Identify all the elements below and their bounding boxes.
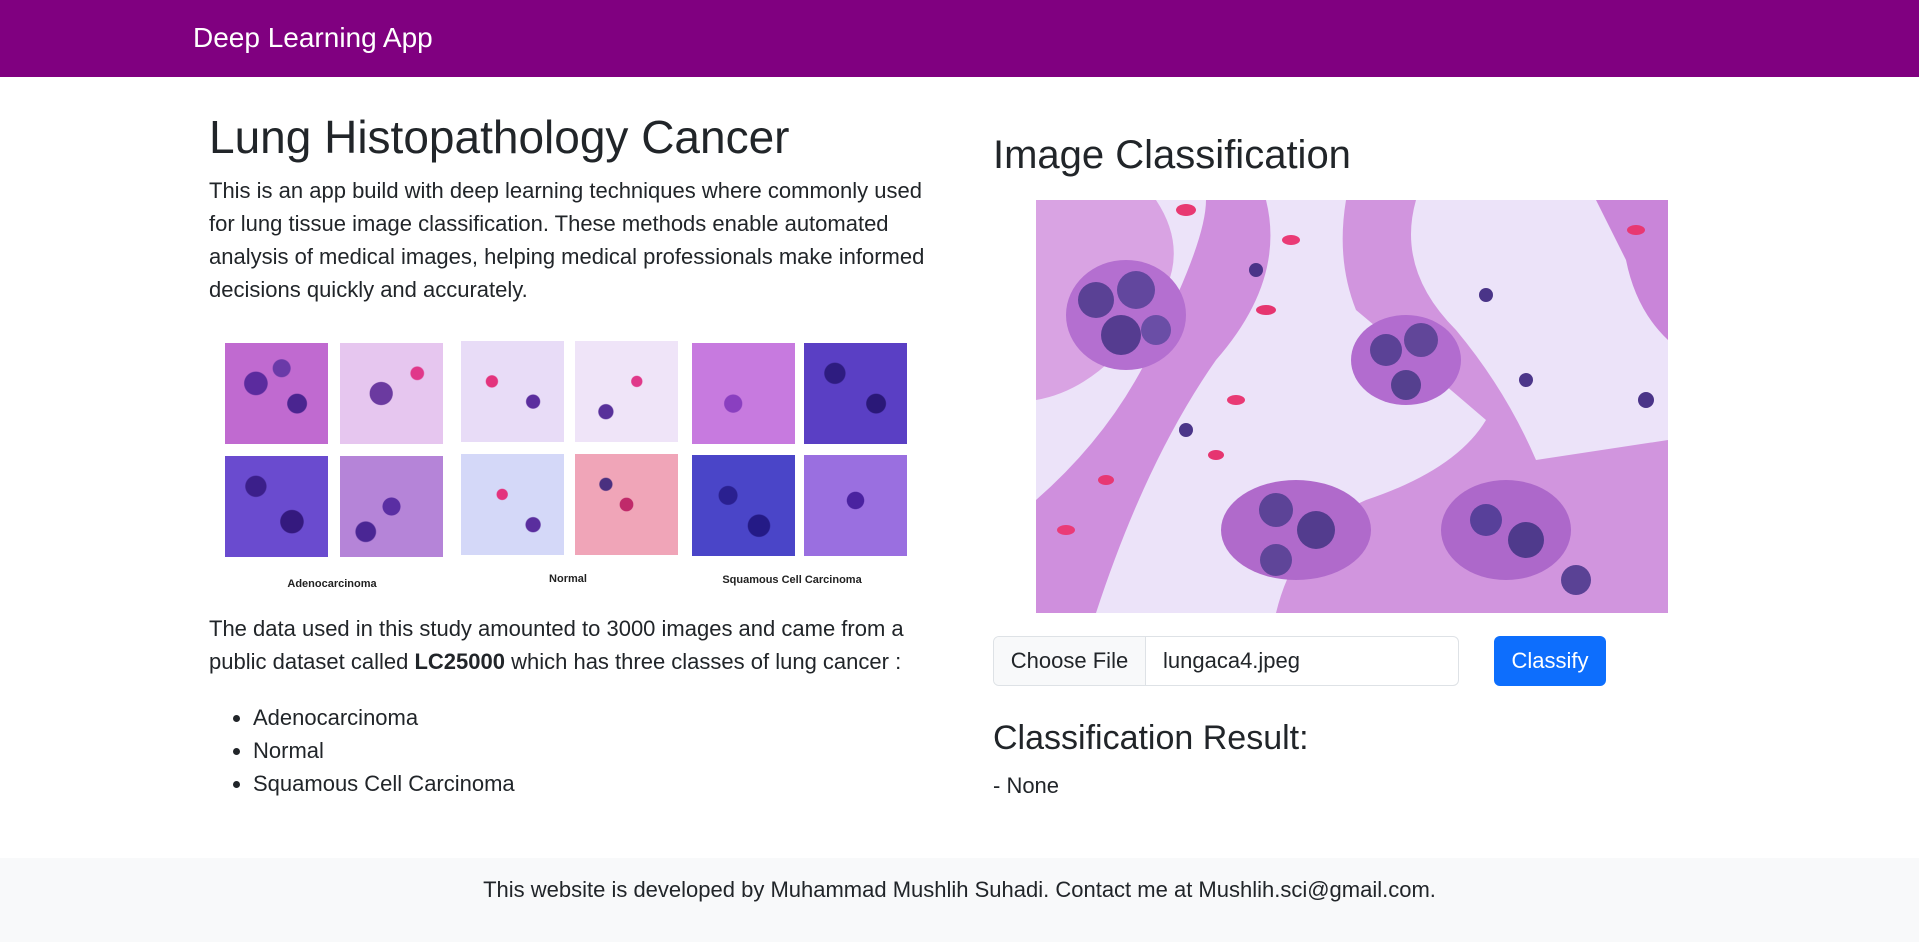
footer: This website is developed by Muhammad Mu…	[0, 858, 1919, 942]
navbar: Deep Learning App	[0, 0, 1919, 77]
dataset-name: LC25000	[414, 649, 505, 674]
sample-tile-squamous-cell-carcinoma	[692, 343, 795, 444]
data-description: The data used in this study amounted to …	[209, 612, 939, 678]
sample-tile-adenocarcinoma	[225, 456, 328, 557]
result-title: Classification Result:	[993, 719, 1309, 757]
class-list: Adenocarcinoma Normal Squamous Cell Carc…	[209, 701, 515, 800]
figure-label-normal: Normal	[549, 573, 587, 585]
classification-title: Image Classification	[993, 133, 1351, 177]
selected-file-name[interactable]: lungaca4.jpeg	[1163, 648, 1301, 673]
classify-button[interactable]: Classify	[1494, 636, 1606, 686]
sample-tile-adenocarcinoma	[340, 456, 443, 557]
sample-tile-squamous-cell-carcinoma	[692, 455, 795, 556]
choose-file-button[interactable]: Choose File	[994, 637, 1146, 685]
sample-tile-squamous-cell-carcinoma	[804, 455, 907, 556]
uploaded-image-preview	[1036, 200, 1668, 613]
sample-tile-normal	[461, 454, 564, 555]
list-item: Normal	[253, 734, 515, 767]
sample-tile-adenocarcinoma	[225, 343, 328, 444]
list-item: Squamous Cell Carcinoma	[253, 767, 515, 800]
footer-text: This website is developed by Muhammad Mu…	[483, 877, 1436, 902]
file-input-group: Choose File lungaca4.jpeg	[993, 636, 1459, 686]
sample-images-figure: Adenocarcinoma Normal Squamous Cell Carc…	[221, 338, 907, 595]
sample-tile-adenocarcinoma	[340, 343, 443, 444]
navbar-brand[interactable]: Deep Learning App	[193, 22, 433, 53]
sample-tile-normal	[575, 341, 678, 442]
intro-description: This is an app build with deep learning …	[209, 178, 925, 302]
data-description-text: The data used in this study amounted to …	[209, 616, 904, 674]
sample-tile-normal	[575, 454, 678, 555]
figure-label-adenocarcinoma: Adenocarcinoma	[287, 578, 377, 590]
result-value: - None	[993, 773, 1060, 798]
figure-label-squamous-cell-carcinoma: Squamous Cell Carcinoma	[722, 574, 862, 586]
sample-tile-normal	[461, 341, 564, 442]
list-item: Adenocarcinoma	[253, 701, 515, 734]
sample-tile-squamous-cell-carcinoma	[804, 343, 907, 444]
page-title: Lung Histopathology Cancer	[209, 111, 790, 163]
data-description-text-end: which has three classes of lung cancer :	[504, 649, 902, 674]
